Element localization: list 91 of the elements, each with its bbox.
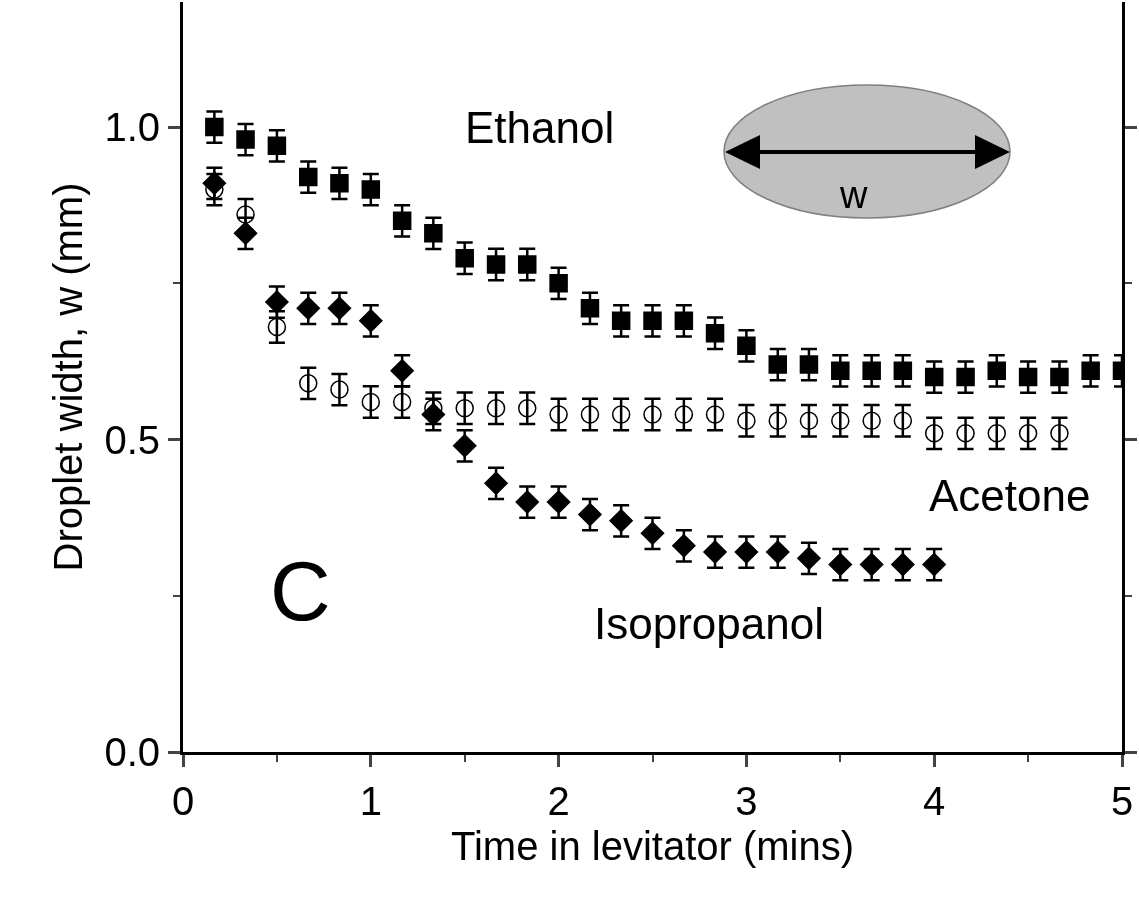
series-label: Ethanol xyxy=(465,103,615,152)
y-axis-title: Droplet width, w (mm) xyxy=(45,182,90,572)
point xyxy=(267,317,287,337)
point xyxy=(765,540,790,564)
point xyxy=(734,540,759,564)
point xyxy=(1081,361,1100,380)
point xyxy=(1050,424,1069,443)
point xyxy=(517,255,537,274)
point xyxy=(956,367,975,387)
point xyxy=(862,361,881,380)
point xyxy=(768,355,788,374)
x-axis-title: Time in levitator (mins) xyxy=(450,823,855,868)
point xyxy=(330,380,349,399)
point xyxy=(956,424,975,443)
point xyxy=(705,324,725,343)
point xyxy=(361,392,381,412)
x-tick-label: 5 xyxy=(1110,779,1134,823)
point xyxy=(674,311,694,330)
y-tick-label: 0.5 xyxy=(104,417,160,462)
point xyxy=(359,308,383,333)
x-tick-label: 3 xyxy=(735,779,758,823)
point xyxy=(486,399,506,418)
annotation: C xyxy=(270,544,331,638)
point xyxy=(893,411,913,430)
point xyxy=(831,411,850,430)
x-tick-label: 4 xyxy=(923,779,946,823)
point xyxy=(452,433,477,458)
point xyxy=(299,374,318,393)
point xyxy=(484,471,508,496)
point xyxy=(546,490,571,514)
point xyxy=(609,508,633,533)
point xyxy=(392,211,412,230)
point xyxy=(327,296,352,321)
point xyxy=(859,552,884,577)
x-tick-label: 2 xyxy=(547,779,570,823)
point xyxy=(1018,367,1038,387)
point xyxy=(987,424,1006,443)
point xyxy=(922,552,946,577)
point xyxy=(236,130,255,149)
point xyxy=(643,405,662,424)
x-tick-label: 1 xyxy=(359,779,382,823)
point xyxy=(828,552,853,577)
point xyxy=(768,411,788,430)
point xyxy=(549,405,568,424)
point xyxy=(361,180,381,199)
point xyxy=(891,552,915,577)
point xyxy=(205,117,224,137)
point xyxy=(987,361,1006,380)
x-tick-label: 0 xyxy=(171,779,195,823)
point xyxy=(611,311,631,330)
point xyxy=(924,424,944,443)
series-label: Isopropanol xyxy=(594,599,824,648)
point xyxy=(236,205,255,224)
point xyxy=(580,299,600,318)
point xyxy=(299,167,318,187)
point xyxy=(862,411,881,430)
point xyxy=(799,411,819,430)
point xyxy=(831,361,850,380)
point xyxy=(455,399,474,418)
point xyxy=(924,367,944,387)
point xyxy=(424,224,443,243)
point xyxy=(1050,367,1069,387)
point xyxy=(737,411,756,430)
point xyxy=(672,533,696,558)
point xyxy=(611,405,631,424)
point xyxy=(267,136,287,155)
point xyxy=(705,405,725,424)
point xyxy=(1018,424,1038,443)
point xyxy=(549,274,568,293)
series-label: Acetone xyxy=(929,471,1091,520)
annotation: w xyxy=(839,174,868,216)
point xyxy=(703,540,727,564)
point xyxy=(455,249,474,268)
point xyxy=(518,399,537,418)
point xyxy=(330,174,349,193)
y-tick-label: 0.0 xyxy=(104,730,160,774)
point xyxy=(893,361,913,380)
point xyxy=(296,296,321,321)
point xyxy=(799,355,819,374)
point xyxy=(797,546,821,571)
point xyxy=(390,358,414,383)
point xyxy=(674,405,694,424)
y-tick-label: 1.0 xyxy=(104,105,160,149)
point xyxy=(515,490,540,514)
point xyxy=(486,255,506,274)
point xyxy=(578,502,602,527)
point xyxy=(737,336,756,355)
point xyxy=(580,405,600,424)
point xyxy=(643,311,662,330)
point xyxy=(392,392,412,412)
point xyxy=(640,521,665,546)
